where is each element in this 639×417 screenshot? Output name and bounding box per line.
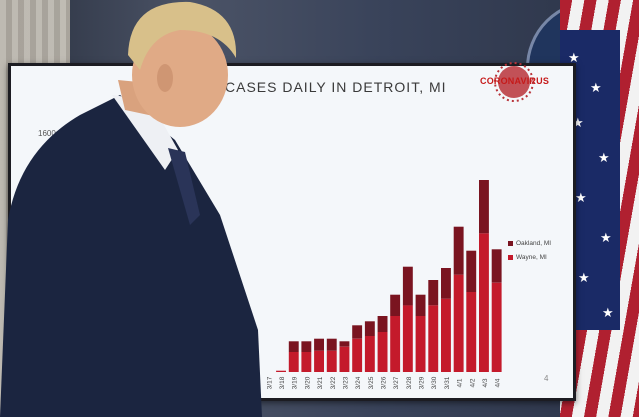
legend-item-wayne: Wayne, MI xyxy=(508,254,551,261)
legend-label-oakland: Oakland, MI xyxy=(516,240,552,247)
bar-wayne-4-4 xyxy=(491,282,502,372)
x-tick-label: 3/26 xyxy=(381,376,388,389)
x-tick-label: 3/25 xyxy=(368,376,375,389)
legend-label-wayne: Wayne, MI xyxy=(516,254,547,261)
x-tick-label: 3/22 xyxy=(330,376,337,389)
bar-wayne-3-22 xyxy=(326,350,337,372)
x-tick-label: 3/30 xyxy=(431,376,438,389)
flag-star-icon: ★ xyxy=(602,305,614,320)
x-tick-label: 3/28 xyxy=(406,376,413,389)
bar-oakland-3-21 xyxy=(314,338,324,351)
suit-jacket xyxy=(0,95,262,417)
bar-oakland-3-25 xyxy=(364,321,375,336)
x-tick-label: 3/24 xyxy=(355,376,362,389)
x-tick-label: 4/2 xyxy=(469,378,476,387)
bar-oakland-4-2 xyxy=(466,250,477,292)
flag-star-icon: ★ xyxy=(572,115,584,130)
x-tick-label: 3/21 xyxy=(317,376,324,389)
x-tick-label: 3/31 xyxy=(444,376,451,389)
x-tick-label: 3/27 xyxy=(393,376,400,389)
flag-star-icon: ★ xyxy=(568,50,580,65)
flag-star-icon: ★ xyxy=(578,270,590,285)
ear xyxy=(157,64,173,92)
bar-wayne-3-23 xyxy=(339,346,350,372)
x-tick-label: 3/20 xyxy=(304,376,311,389)
bar-oakland-3-31 xyxy=(441,268,451,299)
bar-oakland-4-1 xyxy=(453,226,464,275)
bar-oakland-3-22 xyxy=(326,338,337,351)
bar-wayne-3-20 xyxy=(301,352,312,372)
bar-oakland-3-26 xyxy=(377,316,388,332)
bar-wayne-4-3 xyxy=(479,233,489,372)
chart-legend: Oakland, MI Wayne, MI xyxy=(508,240,551,268)
slide-page-number: 4 xyxy=(544,374,549,383)
legend-swatch-wayne xyxy=(508,255,513,260)
bar-wayne-3-31 xyxy=(441,298,451,372)
bar-wayne-3-25 xyxy=(364,336,375,372)
x-tick-label: 3/29 xyxy=(419,376,426,389)
x-tick-label: 3/23 xyxy=(342,376,349,389)
head xyxy=(132,23,228,127)
bar-wayne-3-28 xyxy=(402,305,413,372)
bar-wayne-3-27 xyxy=(390,316,401,372)
x-tick-label: 4/1 xyxy=(457,378,464,387)
bar-wayne-3-26 xyxy=(377,332,388,372)
legend-swatch-oakland xyxy=(508,241,513,246)
x-tick-label: 4/4 xyxy=(495,378,502,387)
bar-oakland-3-27 xyxy=(390,294,401,316)
bar-wayne-4-1 xyxy=(453,274,464,372)
bar-wayne-3-21 xyxy=(314,350,324,372)
legend-item-oakland: Oakland, MI xyxy=(508,240,551,247)
hair xyxy=(128,1,237,70)
x-tick-label: 3/17 xyxy=(266,376,273,389)
bar-oakland-3-30 xyxy=(428,280,439,306)
bar-oakland-3-24 xyxy=(352,325,363,339)
bar-oakland-3-23 xyxy=(339,341,350,347)
bar-wayne-3-19 xyxy=(288,352,299,372)
x-tick-label: 4/3 xyxy=(482,378,489,387)
flag-star-icon: ★ xyxy=(575,190,587,205)
bar-wayne-3-30 xyxy=(428,305,439,372)
flag-star-icon: ★ xyxy=(598,150,610,165)
bar-wayne-3-29 xyxy=(415,316,426,372)
shirt-collar xyxy=(112,95,178,170)
bar-oakland-3-19 xyxy=(288,341,299,352)
bar-oakland-3-29 xyxy=(415,294,426,316)
y-tick-label: 1600 xyxy=(38,129,56,138)
x-tick-label: 3/18 xyxy=(279,376,286,389)
bar-oakland-4-3 xyxy=(479,180,489,234)
bar-oakland-3-20 xyxy=(301,341,312,352)
x-tick-label: 3/19 xyxy=(292,376,299,389)
flag-star-icon: ★ xyxy=(590,80,602,95)
bar-oakland-4-4 xyxy=(491,249,502,283)
chart-title: CASES DAILY IN DETROIT, MI xyxy=(225,79,447,95)
bar-wayne-3-24 xyxy=(352,338,363,372)
flag-star-icon: ★ xyxy=(600,230,612,245)
coronavirus-logo-icon xyxy=(494,62,534,102)
bar-wayne-3-18 xyxy=(276,370,286,372)
bar-wayne-4-2 xyxy=(466,292,477,372)
necktie xyxy=(168,148,200,225)
bar-oakland-3-28 xyxy=(402,266,413,306)
coronavirus-logo-text: CORONAVIRUS xyxy=(480,76,550,86)
